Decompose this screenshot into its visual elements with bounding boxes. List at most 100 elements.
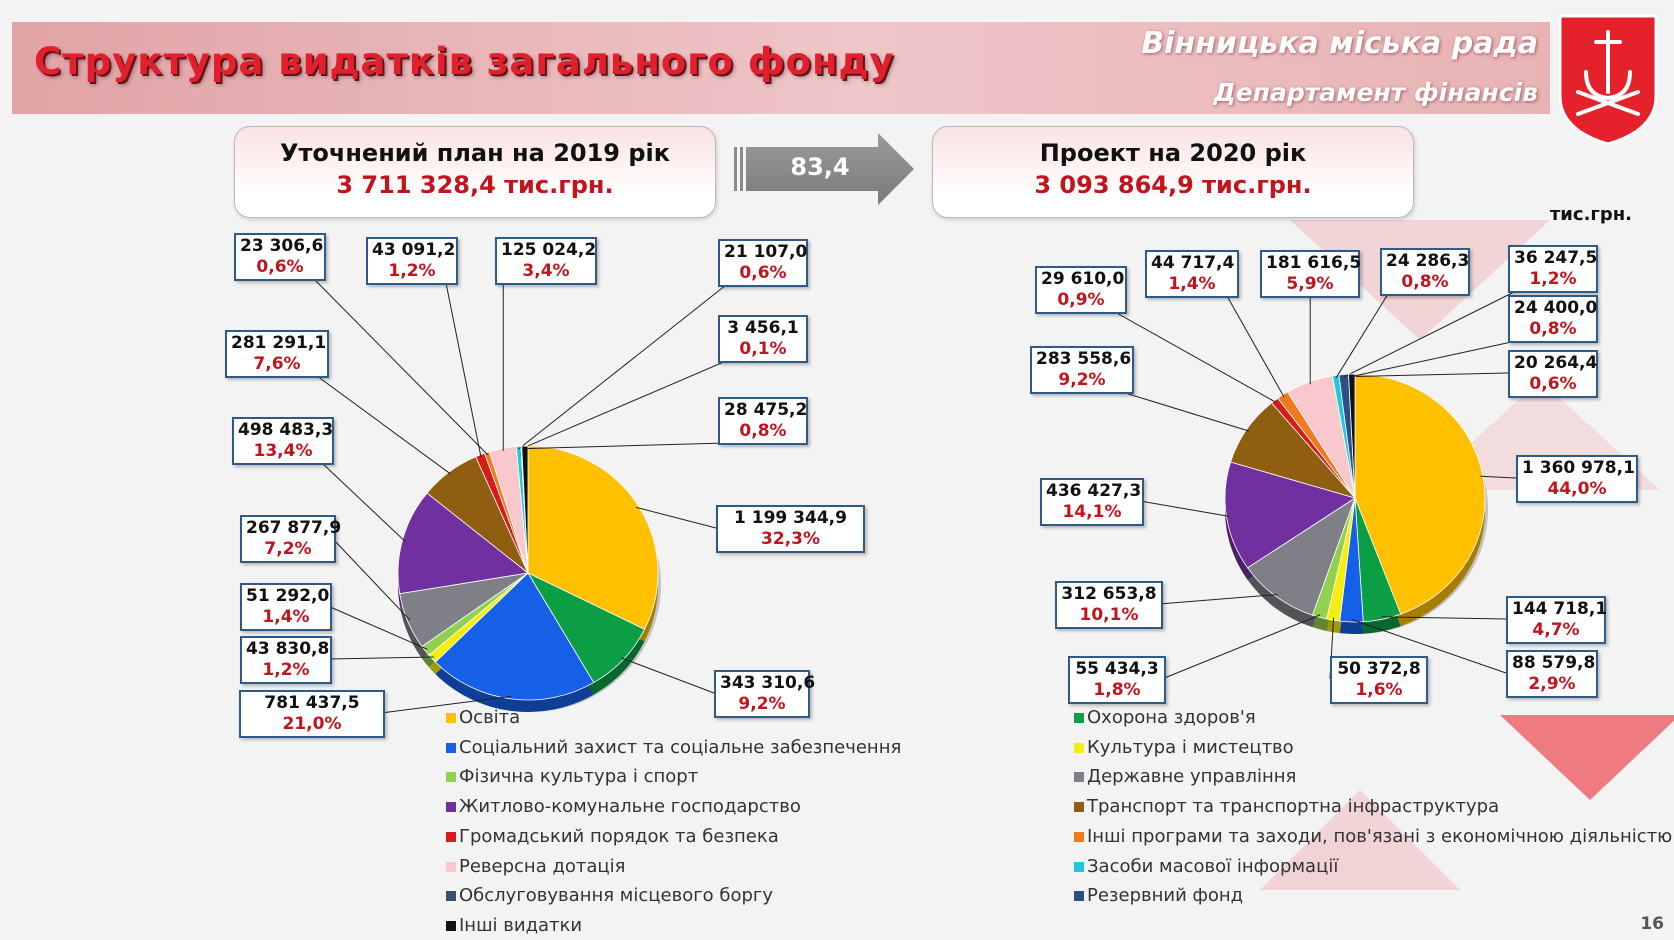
- pie-1-leader-line: [331, 537, 411, 621]
- legend-label: Культура і мистецтво: [1087, 736, 1294, 758]
- plan-2019-amount: 3 711 328,4 тис.грн.: [336, 171, 614, 199]
- pie-2-data-label: 44 717,4 1,4%: [1145, 250, 1239, 298]
- page-number: 16: [1640, 914, 1664, 934]
- pie-1-leader-line: [321, 462, 406, 542]
- pie-1-data-label: 23 306,6 0,6%: [234, 233, 326, 281]
- pie-2-data-label: 55 434,3 1,8%: [1068, 656, 1166, 704]
- pie-2-leader-line: [1480, 475, 1517, 479]
- pie-1-slice: [521, 445, 529, 574]
- pie-1-slice: [434, 572, 595, 701]
- pie-2-leader-line: [1335, 293, 1389, 379]
- pie-1-slice: [397, 492, 529, 595]
- coat-of-arms-icon: [1558, 14, 1658, 146]
- pie-1-leader-line: [518, 284, 727, 450]
- pie-2-slice: [1246, 497, 1356, 616]
- pie-1-data-label: 3 456,1 0,1%: [718, 315, 808, 363]
- pie-1-leader-line: [316, 375, 451, 475]
- data-label-percent: 32,3%: [761, 529, 820, 549]
- legend-item: Культура і мистецтво: [1074, 736, 1294, 760]
- pie-1-data-label: 343 310,6 9,2%: [714, 670, 816, 718]
- legend-item: Соціальний захист та соціальне забезпече…: [446, 736, 901, 760]
- data-label-percent: 0,8%: [739, 421, 787, 441]
- pie-1-data-label: 43 830,8 1,2%: [240, 636, 332, 684]
- background-triangle-4: [1260, 790, 1460, 890]
- pie-2-data-label: 181 616,5 5,9%: [1260, 250, 1361, 298]
- arrow-icon: [734, 133, 914, 205]
- data-label-value: 436 427,3: [1046, 481, 1142, 501]
- data-label-value: 343 310,6: [720, 673, 816, 693]
- pie-2-data-label: 29 610,0 0,9%: [1035, 266, 1127, 314]
- pie-1-leader-line: [327, 656, 434, 660]
- data-label-value: 43 091,2: [372, 240, 456, 260]
- legend-swatch: [446, 861, 456, 872]
- legend-swatch: [1074, 713, 1084, 723]
- data-label-percent: 44,0%: [1547, 479, 1607, 499]
- pie-2-data-label: 283 558,6 9,2%: [1030, 346, 1134, 394]
- legend-label: Інші видатки: [459, 914, 583, 936]
- legend-swatch: [446, 742, 456, 753]
- legend-swatch: [446, 831, 456, 842]
- plan-2020-title: Проект на 2020 рік: [1039, 139, 1307, 167]
- pie-2-slice: [1348, 373, 1356, 499]
- pie-2-data-label: 1 360 978,1 44,0%: [1516, 455, 1638, 503]
- legend-label: Інші програми та заходи, пов'язані з еко…: [1087, 825, 1673, 847]
- pie-2-data-label: 144 718,1 4,7%: [1506, 596, 1607, 644]
- data-label-percent: 1,2%: [262, 660, 310, 680]
- data-label-value: 125 024,2: [501, 240, 597, 260]
- legend-label: Освіта: [459, 707, 521, 728]
- data-label-value: 21 107,0: [724, 242, 808, 262]
- legend-item: Громадський порядок та безпека: [446, 825, 779, 849]
- data-label-percent: 5,9%: [1286, 274, 1334, 294]
- legend-label: Державне управління: [1087, 766, 1297, 788]
- legend-swatch: [1074, 891, 1084, 902]
- legend-item: Освіта: [446, 706, 520, 730]
- pie-2-leader-line: [1351, 340, 1517, 378]
- page-title: Структура видатків загального фонду: [34, 40, 895, 83]
- pie-1-leader-line: [636, 506, 717, 529]
- plan-2020-amount: 3 093 864,9 тис.грн.: [1034, 171, 1312, 199]
- pie-2-leader-line: [1355, 372, 1509, 377]
- data-label-percent: 10,1%: [1079, 605, 1139, 625]
- legend-swatch: [446, 891, 456, 902]
- legend-swatch: [446, 920, 456, 931]
- pie-2-data-label: 20 264,4 0,6%: [1508, 350, 1598, 398]
- data-label-percent: 1,8%: [1093, 680, 1141, 700]
- legend-item: Реверсна дотація: [446, 855, 626, 879]
- legend-label: Охорона здоров'я: [1087, 707, 1256, 728]
- data-label-value: 24 400,0: [1514, 298, 1598, 318]
- data-label-percent: 0,1%: [739, 339, 787, 359]
- legend-item: Державне управління: [1074, 765, 1296, 789]
- data-label-value: 312 653,8: [1061, 584, 1157, 604]
- data-label-percent: 0,9%: [1057, 290, 1105, 310]
- pie-2-data-label: 88 579,8 2,9%: [1506, 650, 1598, 698]
- data-label-value: 36 247,5: [1514, 248, 1598, 268]
- pie-1-leader-line: [621, 657, 715, 694]
- pie-1-data-label: 267 877,9 7,2%: [240, 515, 341, 563]
- data-label-value: 50 372,8: [1337, 659, 1421, 679]
- data-label-percent: 14,1%: [1062, 502, 1122, 522]
- plan-2019-title: Уточнений план на 2019 рік: [279, 139, 671, 167]
- pie-1-data-label: 498 483,3 13,4%: [232, 417, 334, 465]
- pie-1-leader-line: [313, 278, 489, 456]
- unit-label: тис.грн.: [1549, 204, 1632, 225]
- legend-swatch: [446, 802, 456, 813]
- data-label-value: 498 483,3: [238, 420, 334, 440]
- data-label-value: 23 306,6: [240, 236, 324, 256]
- legend-swatch: [1074, 802, 1084, 813]
- pie-2-leader-line: [1114, 311, 1277, 403]
- data-label-percent: 21,0%: [282, 714, 342, 734]
- legend-swatch: [1074, 772, 1084, 783]
- header-band: [12, 22, 1550, 114]
- pie-2-leader-line: [1343, 290, 1517, 378]
- data-label-value: 88 579,8: [1512, 653, 1596, 673]
- data-label-percent: 0,6%: [739, 263, 787, 283]
- legend-swatch: [446, 772, 456, 783]
- data-label-percent: 7,6%: [253, 354, 301, 374]
- data-label-percent: 1,4%: [262, 607, 310, 627]
- pie-1-leader-line: [445, 282, 482, 458]
- ratio-value: 83,4: [790, 153, 850, 181]
- data-label-percent: 1,6%: [1355, 680, 1403, 700]
- org-name: Вінницька міська рада: [1141, 26, 1538, 61]
- legend-item: Фізична культура і спорт: [446, 765, 698, 789]
- pie-2-data-label: 24 286,3 0,8%: [1380, 248, 1470, 296]
